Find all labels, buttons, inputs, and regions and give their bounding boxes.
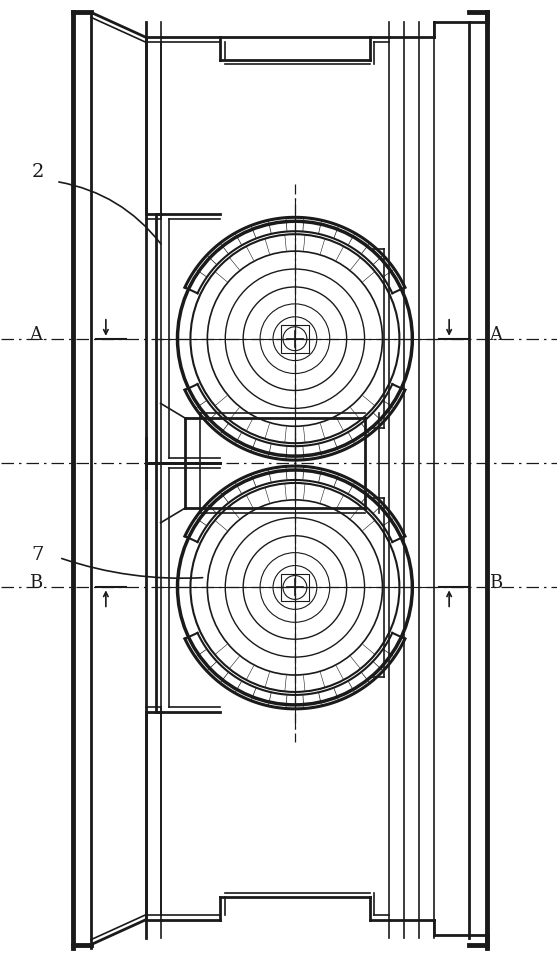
Text: B: B <box>29 574 42 592</box>
Text: 2: 2 <box>31 163 44 181</box>
Text: A: A <box>489 325 502 344</box>
Text: A: A <box>29 325 42 344</box>
Text: B: B <box>489 574 502 592</box>
Text: 7: 7 <box>31 545 44 564</box>
Bar <box>281 324 309 352</box>
Bar <box>281 573 309 601</box>
